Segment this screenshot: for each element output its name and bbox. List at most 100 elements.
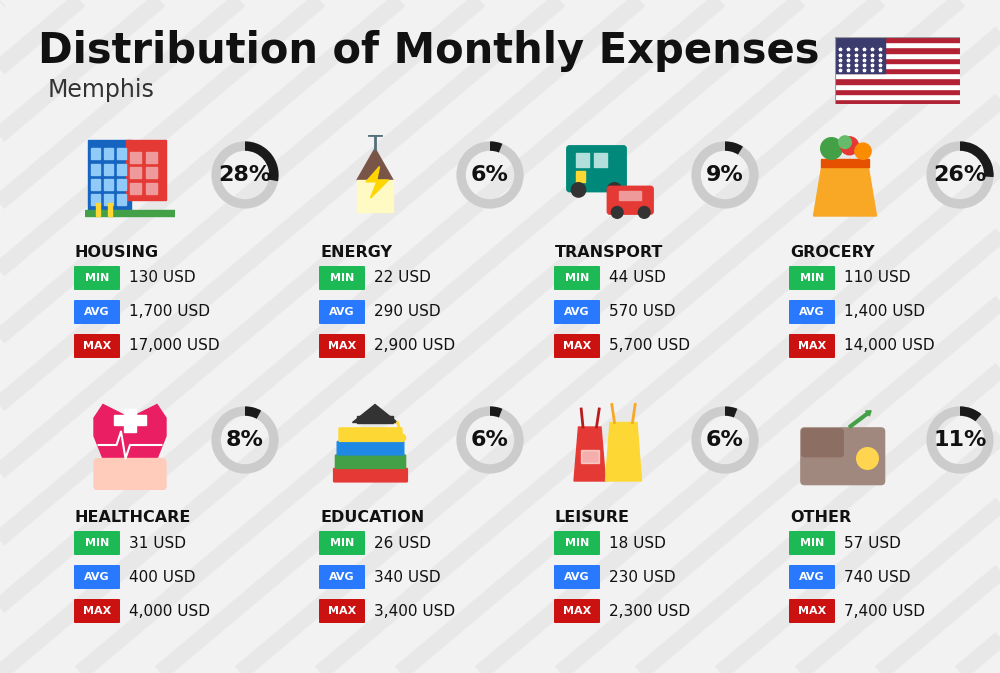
Bar [576,171,585,182]
Bar [91,149,100,160]
Text: 11%: 11% [933,430,987,450]
Text: AVG: AVG [329,572,355,582]
Text: MAX: MAX [328,341,356,351]
FancyBboxPatch shape [554,334,600,358]
Bar [835,37,885,73]
FancyBboxPatch shape [319,266,365,290]
Text: 290 USD: 290 USD [374,304,441,320]
Bar [130,182,141,194]
Circle shape [607,182,622,197]
Text: 22 USD: 22 USD [374,271,431,285]
FancyBboxPatch shape [789,300,835,324]
Text: AVG: AVG [564,307,590,317]
Bar [835,42,960,47]
Bar [91,164,100,174]
FancyBboxPatch shape [567,146,626,192]
Bar [835,63,960,68]
Bar [91,179,100,190]
Wedge shape [490,141,502,153]
Wedge shape [960,406,981,421]
FancyBboxPatch shape [339,428,402,441]
FancyBboxPatch shape [319,531,365,555]
FancyBboxPatch shape [74,599,120,623]
Circle shape [840,137,858,155]
Text: 110 USD: 110 USD [844,271,910,285]
Bar [116,194,126,205]
FancyBboxPatch shape [74,266,120,290]
Text: MAX: MAX [83,341,111,351]
Bar [357,180,393,211]
Bar [594,153,607,166]
Text: AVG: AVG [799,572,825,582]
Bar [91,194,100,205]
FancyBboxPatch shape [337,441,404,455]
Bar [104,179,113,190]
Text: AVG: AVG [84,572,110,582]
Text: 230 USD: 230 USD [609,569,676,584]
FancyBboxPatch shape [789,531,835,555]
Circle shape [839,136,851,149]
FancyBboxPatch shape [335,455,406,468]
Text: MIN: MIN [85,273,109,283]
Wedge shape [725,141,743,155]
Bar [835,47,960,52]
Wedge shape [926,141,994,209]
Text: 31 USD: 31 USD [129,536,186,551]
Text: 7,400 USD: 7,400 USD [844,604,925,618]
Text: 2,300 USD: 2,300 USD [609,604,690,618]
Text: 2,900 USD: 2,900 USD [374,339,455,353]
Text: 740 USD: 740 USD [844,569,910,584]
FancyArrow shape [849,411,871,428]
Bar [104,164,113,174]
Circle shape [611,207,623,218]
FancyBboxPatch shape [74,300,120,324]
Circle shape [855,143,871,160]
Text: AVG: AVG [329,307,355,317]
Text: MIN: MIN [800,273,824,283]
Bar [116,164,126,174]
Polygon shape [357,149,393,180]
Text: MIN: MIN [330,538,354,548]
Wedge shape [490,406,502,417]
Wedge shape [245,406,261,419]
Bar [835,99,960,104]
Text: MAX: MAX [798,606,826,616]
FancyBboxPatch shape [554,599,600,623]
Polygon shape [94,404,166,481]
Bar [116,179,126,190]
Text: 26%: 26% [933,165,987,185]
Text: 340 USD: 340 USD [374,569,441,584]
FancyBboxPatch shape [789,266,835,290]
Bar [576,153,589,166]
FancyBboxPatch shape [554,300,600,324]
Text: 5,700 USD: 5,700 USD [609,339,690,353]
Text: MAX: MAX [563,606,591,616]
FancyBboxPatch shape [319,300,365,324]
Bar [104,149,113,160]
Text: 6%: 6% [471,165,509,185]
Text: TRANSPORT: TRANSPORT [555,245,663,260]
Text: 6%: 6% [471,430,509,450]
Text: AVG: AVG [564,572,590,582]
Bar [581,450,599,463]
Wedge shape [456,406,524,474]
Text: 17,000 USD: 17,000 USD [129,339,220,353]
FancyBboxPatch shape [554,565,600,589]
Wedge shape [725,406,737,417]
FancyBboxPatch shape [334,468,407,482]
Circle shape [638,207,650,218]
FancyBboxPatch shape [789,334,835,358]
Text: 6%: 6% [706,430,744,450]
Text: 44 USD: 44 USD [609,271,666,285]
Text: 570 USD: 570 USD [609,304,676,320]
Bar [835,68,960,73]
Bar [124,409,136,431]
FancyBboxPatch shape [74,334,120,358]
Polygon shape [606,423,641,481]
Text: MIN: MIN [800,538,824,548]
FancyBboxPatch shape [74,531,120,555]
Bar [821,160,869,166]
Bar [357,180,393,211]
Text: MAX: MAX [328,606,356,616]
Wedge shape [245,141,279,181]
